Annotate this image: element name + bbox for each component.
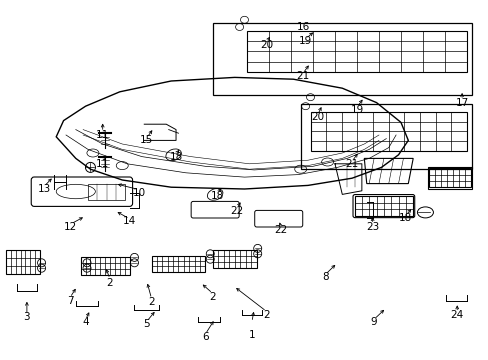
Text: 3: 3 xyxy=(23,312,30,322)
Bar xyxy=(354,196,412,216)
Text: 13: 13 xyxy=(37,184,51,194)
Text: 19: 19 xyxy=(349,105,363,115)
Bar xyxy=(6,250,40,274)
Bar xyxy=(310,112,466,151)
Text: 18: 18 xyxy=(398,213,412,223)
Text: 14: 14 xyxy=(122,216,136,226)
Text: 2: 2 xyxy=(263,310,269,320)
Text: 22: 22 xyxy=(230,206,244,216)
Text: 7: 7 xyxy=(66,296,73,306)
Bar xyxy=(212,250,256,268)
Text: 10: 10 xyxy=(133,188,145,198)
Text: 4: 4 xyxy=(82,317,89,327)
Text: 20: 20 xyxy=(260,40,272,50)
Text: 12: 12 xyxy=(64,222,78,232)
Text: 2: 2 xyxy=(209,292,216,302)
Text: 5: 5 xyxy=(143,319,150,329)
Text: 2: 2 xyxy=(106,278,113,288)
Text: 11: 11 xyxy=(96,130,109,140)
Text: 9: 9 xyxy=(370,317,377,327)
Text: 11: 11 xyxy=(96,159,109,169)
Bar xyxy=(88,184,124,200)
Bar xyxy=(212,23,471,95)
Bar xyxy=(300,104,471,169)
Bar xyxy=(246,31,466,72)
Text: 16: 16 xyxy=(296,22,309,32)
Bar xyxy=(151,256,205,272)
Text: 2: 2 xyxy=(148,297,155,307)
Text: 6: 6 xyxy=(202,332,208,342)
Bar xyxy=(428,168,470,187)
Text: 18: 18 xyxy=(169,152,183,162)
Text: 8: 8 xyxy=(321,272,328,282)
Text: 18: 18 xyxy=(210,191,224,201)
Text: 1: 1 xyxy=(248,330,255,340)
Text: 19: 19 xyxy=(298,36,312,46)
Text: 23: 23 xyxy=(365,222,379,232)
Text: 21: 21 xyxy=(345,159,358,169)
Text: 20: 20 xyxy=(311,112,324,122)
Text: 15: 15 xyxy=(140,135,153,145)
Text: 24: 24 xyxy=(449,310,463,320)
Text: 17: 17 xyxy=(454,98,468,108)
Bar xyxy=(81,257,129,275)
Text: 22: 22 xyxy=(274,225,287,235)
Text: 21: 21 xyxy=(296,71,309,81)
